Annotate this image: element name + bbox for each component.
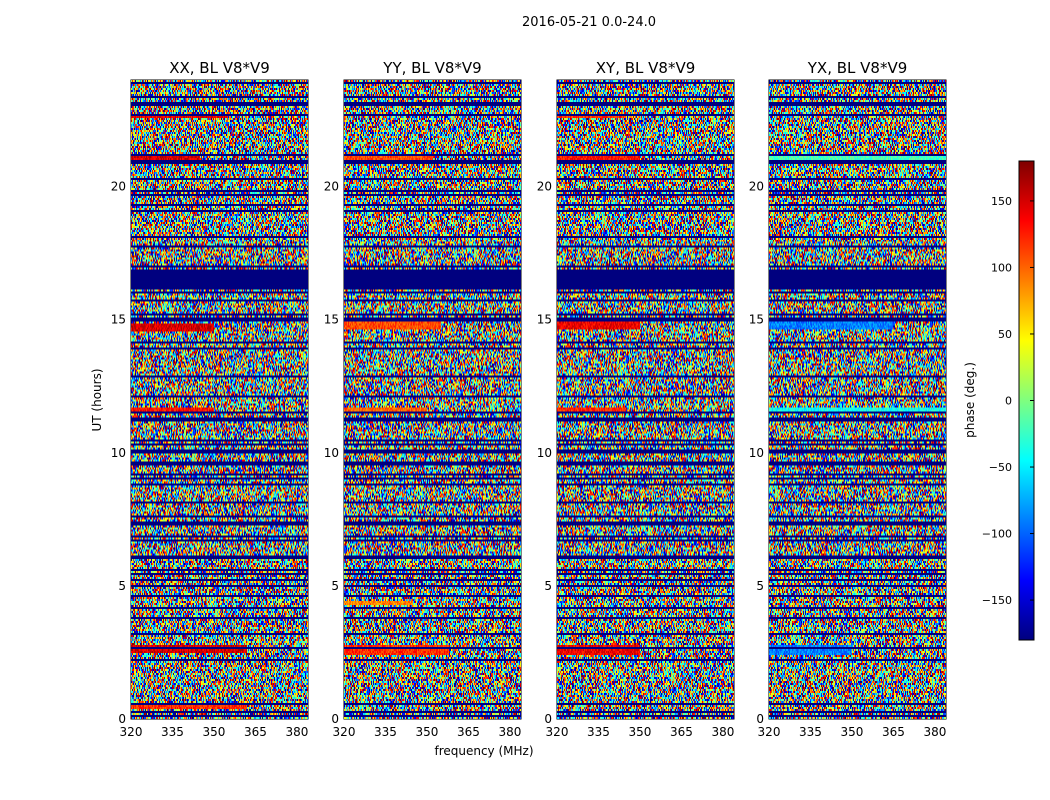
panel-title-3: XY, BL V8*V9 [596, 59, 696, 77]
x-tick-label: 335 [374, 725, 397, 739]
y-tick-label: 10 [111, 446, 126, 460]
panel-title-4: YX, BL V8*V9 [807, 59, 908, 77]
y-tick-label: 15 [324, 313, 339, 327]
colorbar-tick-label: −50 [989, 461, 1012, 474]
x-tick-label: 380 [711, 725, 734, 739]
y-tick-label: 0 [118, 712, 126, 726]
x-tick-label: 365 [670, 725, 693, 739]
colorbar-tick-label: 150 [991, 195, 1012, 208]
x-tick-label: 320 [546, 725, 569, 739]
colorbar-tick-label: 100 [991, 261, 1012, 274]
colorbar: 150 100 50 0 −50 −100 −150 phase (deg.) [963, 160, 1035, 641]
x-axis-label: frequency (MHz) [434, 744, 533, 758]
x-tick-label: 350 [841, 725, 864, 739]
x-tick-label: 350 [203, 725, 226, 739]
y-tick-label: 20 [749, 180, 764, 194]
y-tick-label: 5 [544, 579, 552, 593]
y-tick-label: 0 [544, 712, 552, 726]
y-tick-label: 20 [111, 180, 126, 194]
y-tick-label: 15 [749, 313, 764, 327]
panel-heatmap-3 [557, 80, 734, 719]
x-tick-label: 365 [457, 725, 480, 739]
colorbar-ticks: 150 100 50 0 −50 −100 −150 [982, 195, 1034, 607]
y-tick-label: 20 [324, 180, 339, 194]
panel-heatmap-2 [344, 80, 521, 719]
y-tick-label: 5 [756, 579, 764, 593]
x-tick-label: 350 [416, 725, 439, 739]
y-tick-label: 5 [118, 579, 126, 593]
x-tick-label: 335 [799, 725, 822, 739]
panel-heatmap-4 [769, 80, 946, 719]
x-tick-label: 320 [120, 725, 143, 739]
y-tick-label: 15 [111, 313, 126, 327]
y-tick-label: 10 [324, 446, 339, 460]
colorbar-tick-label: −100 [982, 528, 1012, 541]
x-tick-label: 320 [758, 725, 781, 739]
colorbar-tick-label: −150 [982, 594, 1012, 607]
panel-title-1: XX, BL V8*V9 [169, 59, 270, 77]
x-tick-label: 350 [629, 725, 652, 739]
colorbar-tick-label: 50 [998, 328, 1012, 341]
y-tick-label: 15 [537, 313, 552, 327]
x-tick-label: 380 [285, 725, 308, 739]
panel-heatmap-1 [131, 80, 308, 719]
x-tick-label: 335 [161, 725, 184, 739]
y-tick-label: 10 [749, 446, 764, 460]
x-tick-label: 380 [923, 725, 946, 739]
y-axis-label: UT (hours) [90, 368, 104, 431]
y-tick-label: 20 [537, 180, 552, 194]
y-tick-label: 10 [537, 446, 552, 460]
colorbar-label: phase (deg.) [963, 362, 977, 438]
x-tick-label: 320 [333, 725, 356, 739]
y-tick-label: 0 [331, 712, 339, 726]
y-tick-label: 5 [331, 579, 339, 593]
x-tick-label: 380 [498, 725, 521, 739]
figure-suptitle: 2016-05-21 0.0-24.0 [522, 15, 656, 30]
x-tick-label: 335 [587, 725, 610, 739]
colorbar-tick-label: 0 [1005, 395, 1012, 408]
x-tick-label: 365 [882, 725, 905, 739]
y-tick-label: 0 [756, 712, 764, 726]
panel-title-2: YY, BL V8*V9 [382, 59, 481, 77]
x-tick-label: 365 [244, 725, 267, 739]
